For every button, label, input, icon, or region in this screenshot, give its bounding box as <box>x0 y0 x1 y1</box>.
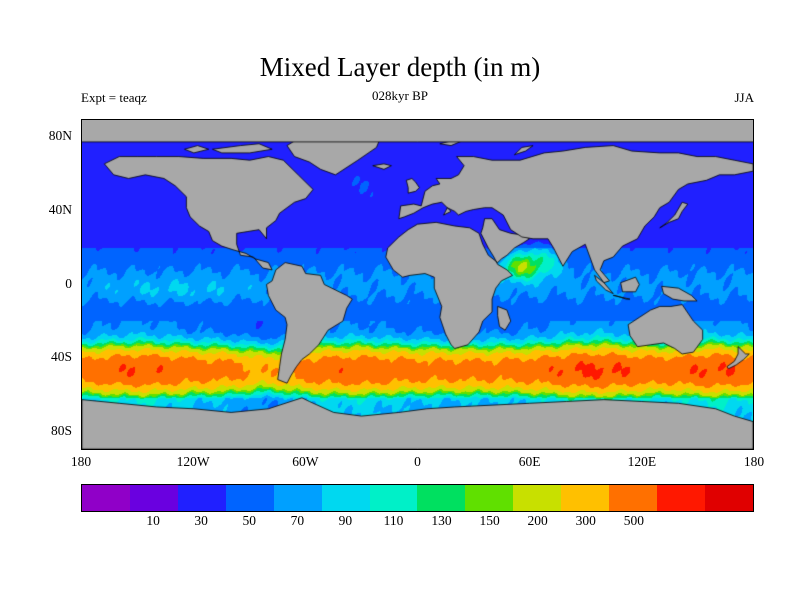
colorbar-segment <box>82 485 130 511</box>
colorbar-tick-label: 90 <box>338 513 353 528</box>
colorbar-segment <box>513 485 562 511</box>
x-tick-label: 60W <box>292 454 319 469</box>
y-tick-label: 80S <box>50 422 72 438</box>
y-tick-label: 40N <box>48 201 72 217</box>
colorbar-segment <box>609 485 658 511</box>
experiment-label: Expt = teaqz <box>81 90 147 105</box>
colorbar-tick-label: 130 <box>431 513 452 528</box>
x-tick-label: 180 <box>743 454 765 469</box>
x-tick-label: 120E <box>627 454 657 469</box>
colorbar-tick-label: 110 <box>383 513 404 528</box>
colorbar-segment <box>465 485 514 511</box>
colorbar-segment <box>657 485 705 511</box>
x-tick-label: 180 <box>70 454 92 469</box>
colorbar-tick-label: 70 <box>290 513 305 528</box>
colorbar-segment <box>704 485 753 511</box>
y-tick-label: 0 <box>65 275 72 291</box>
colorbar-segment <box>321 485 370 511</box>
colorbar <box>81 484 754 512</box>
period-label: 028kyr BP <box>372 88 428 103</box>
x-tick-label: 60E <box>518 454 541 469</box>
colorbar-segment <box>177 485 226 511</box>
page-title: Mixed Layer depth (in m) <box>259 52 541 82</box>
x-tick-label: 120W <box>176 454 210 469</box>
colorbar-segment <box>369 485 418 511</box>
colorbar-tick-label: 10 <box>146 513 160 528</box>
y-tick-label: 40S <box>50 349 72 365</box>
colorbar-tick-label: 300 <box>575 513 596 528</box>
colorbar-tick-label: 30 <box>194 513 208 528</box>
colorbar-segment <box>225 485 274 511</box>
colorbar-tick-label: 500 <box>623 513 644 528</box>
x-tick-label: 0 <box>414 454 421 469</box>
mixed-layer-depth-heatmap <box>82 120 753 449</box>
season-label: JJA <box>734 90 754 105</box>
colorbar-segment <box>417 485 466 511</box>
y-tick-label: 80N <box>48 128 72 144</box>
colorbar-tick-label: 200 <box>527 513 548 528</box>
colorbar-segment <box>273 485 322 511</box>
colorbar-tick-label: 50 <box>242 513 257 528</box>
colorbar-segment <box>129 485 178 511</box>
colorbar-segment <box>561 485 610 511</box>
colorbar-tick-label: 150 <box>479 513 500 528</box>
map-plot-area <box>81 119 754 450</box>
